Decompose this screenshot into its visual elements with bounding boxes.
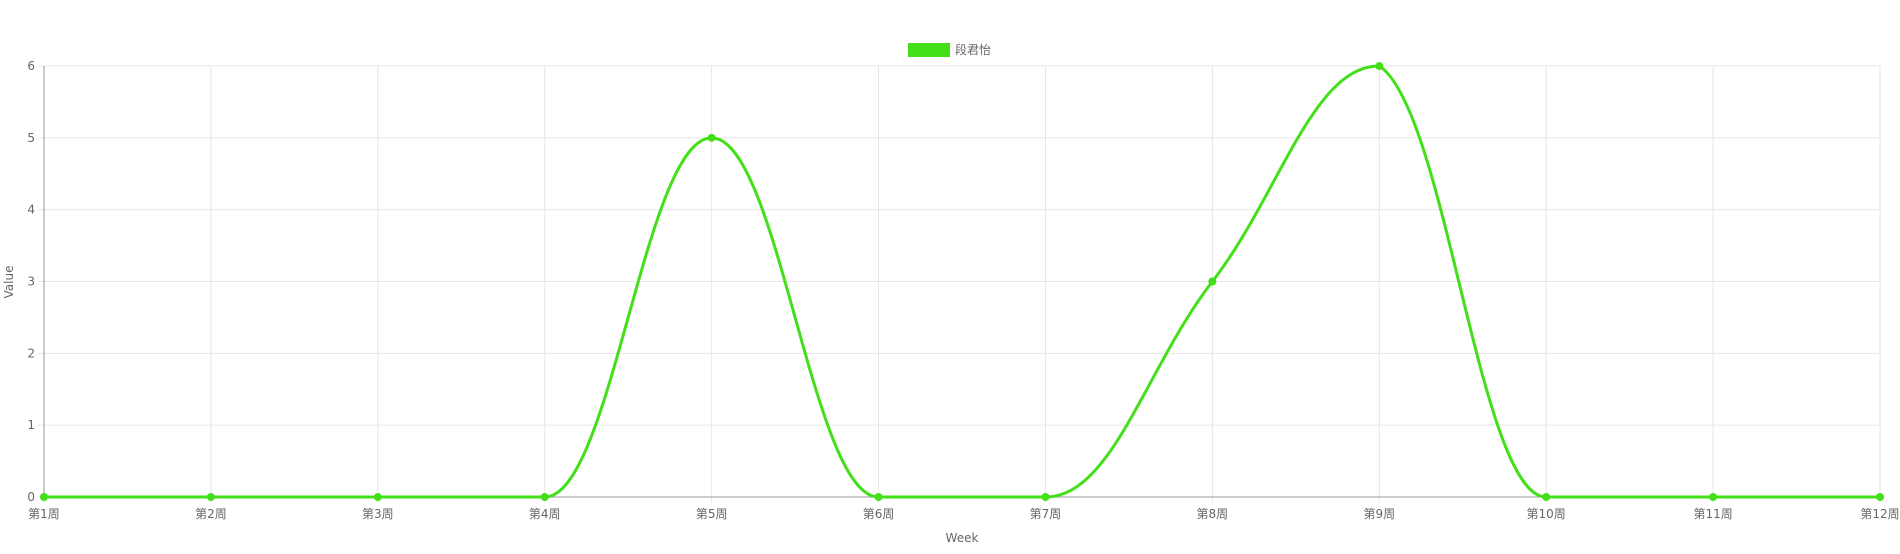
grid-lines <box>38 65 1881 503</box>
x-tick-label: 第5周 <box>696 507 728 521</box>
axes: 0 1 2 3 4 5 6 第1周 第2周 第3周 第4周 第5周 第6周 第7周 第8周 第9周 第10周 第1… <box>27 59 1899 521</box>
data-point[interactable] <box>1041 493 1050 501</box>
data-point[interactable] <box>206 493 215 501</box>
data-point[interactable] <box>1542 493 1551 501</box>
x-tick-label: 第12周 <box>1860 507 1899 521</box>
y-tick-label: 4 <box>27 203 35 217</box>
data-point[interactable] <box>373 493 382 501</box>
y-tick-label: 2 <box>27 346 35 360</box>
data-point[interactable] <box>1208 277 1217 286</box>
x-tick-label: 第2周 <box>195 507 227 521</box>
x-tick-label: 第7周 <box>1030 507 1062 521</box>
y-axis-title: Value <box>2 266 16 299</box>
x-tick-label: 第6周 <box>863 507 895 521</box>
data-point[interactable] <box>874 493 883 501</box>
data-point[interactable] <box>540 493 549 501</box>
y-tick-label: 3 <box>27 275 35 289</box>
legend-label[interactable]: 段君怡 <box>955 42 991 57</box>
x-tick-label: 第8周 <box>1197 507 1229 521</box>
legend-swatch[interactable] <box>908 43 950 57</box>
data-point[interactable] <box>1876 493 1884 501</box>
y-tick-label: 0 <box>27 490 35 504</box>
data-point[interactable] <box>40 493 48 501</box>
x-tick-label: 第4周 <box>529 507 561 521</box>
x-tick-label: 第10周 <box>1527 507 1566 521</box>
x-tick-label: 第1周 <box>28 507 60 521</box>
x-tick-label: 第11周 <box>1693 507 1732 521</box>
data-point[interactable] <box>1375 62 1384 70</box>
x-tick-label: 第3周 <box>362 507 394 521</box>
series-line <box>44 64 1881 499</box>
y-tick-label: 5 <box>27 131 35 145</box>
y-tick-label: 6 <box>27 59 35 73</box>
data-point[interactable] <box>1709 493 1718 501</box>
y-tick-label: 1 <box>27 418 35 432</box>
series-layer <box>40 62 1884 501</box>
legend[interactable]: 段君怡 <box>908 42 991 57</box>
x-axis-title: Week <box>946 531 979 545</box>
data-point[interactable] <box>707 133 716 142</box>
x-tick-label: 第9周 <box>1363 507 1395 521</box>
